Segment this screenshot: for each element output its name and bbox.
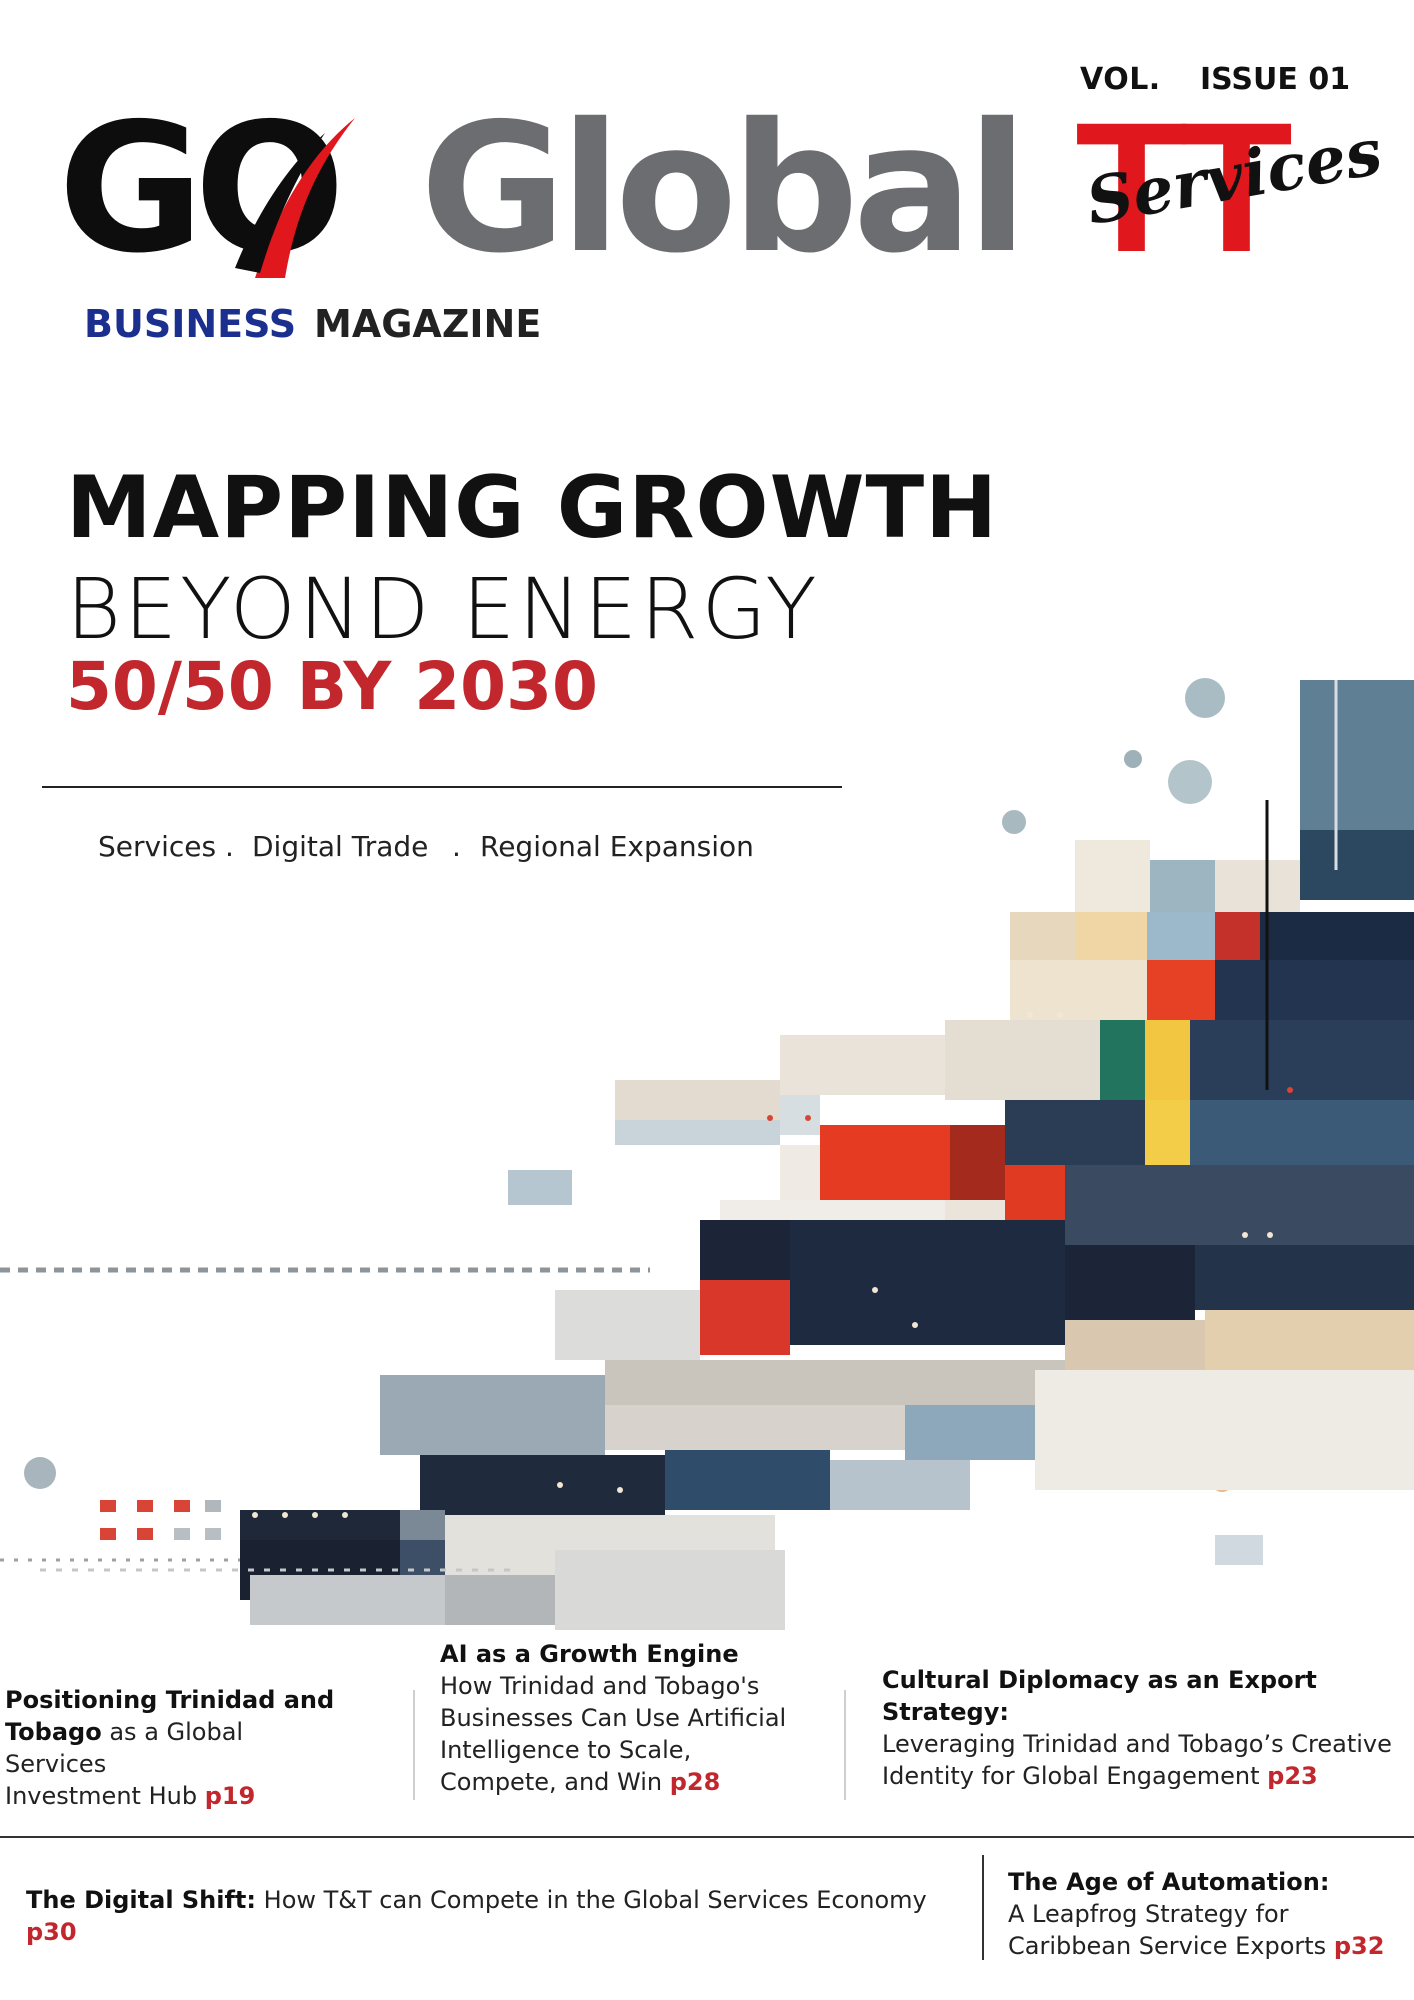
headline-sub: BEYOND ENERGY (66, 560, 820, 658)
story-ai-growth-title: AI as a Growth Engine (440, 1640, 739, 1668)
story-ai-growth[interactable]: AI as a Growth Engine How Trinidad and T… (440, 1638, 840, 1798)
story-investment-hub-text: as a Global Services (5, 1718, 244, 1778)
story-cultural-diplomacy-title-2: Strategy: (882, 1698, 1009, 1726)
tag-regional-expansion: Regional Expansion (480, 830, 754, 863)
story-digital-shift-title: The Digital Shift: (26, 1886, 257, 1914)
story-ai-growth-line: Compete, and Win (440, 1768, 670, 1796)
story-ai-growth-page: p28 (669, 1768, 721, 1796)
story-automation-line: A Leapfrog Strategy for (1008, 1900, 1289, 1928)
story-investment-hub-text-2: Investment Hub (5, 1782, 205, 1810)
story-digital-shift[interactable]: The Digital Shift: How T&T can Compete i… (26, 1884, 966, 1948)
tag-separator: . (452, 830, 461, 863)
volume-label: VOL. (1080, 62, 1161, 97)
story-divider (982, 1855, 984, 1960)
story-cultural-diplomacy-title: Cultural Diplomacy as an Export (882, 1666, 1317, 1694)
tag-digital-trade: Digital Trade (252, 830, 429, 863)
story-automation-page: p32 (1333, 1932, 1385, 1960)
story-ai-growth-line: Businesses Can Use Artificial (440, 1704, 787, 1732)
magazine-label: MAGAZINE (314, 302, 542, 346)
story-cultural-diplomacy-page: p23 (1267, 1762, 1318, 1790)
headline-main: MAPPING GROWTH (66, 458, 999, 558)
story-cultural-diplomacy[interactable]: Cultural Diplomacy as an Export Strategy… (882, 1664, 1412, 1792)
story-automation[interactable]: The Age of Automation: A Leapfrog Strate… (1008, 1866, 1408, 1962)
story-investment-hub-title: Positioning Trinidad and (5, 1686, 335, 1714)
tag-services: Services . (98, 830, 234, 863)
story-automation-title: The Age of Automation: (1008, 1868, 1330, 1896)
business-label: BUSINESS (84, 302, 297, 346)
story-investment-hub-page: p19 (204, 1782, 256, 1810)
divider (42, 786, 842, 788)
story-divider (413, 1690, 415, 1800)
story-digital-shift-page: p30 (26, 1918, 77, 1946)
story-digital-shift-text: How T&T can Compete in the Global Servic… (256, 1886, 927, 1914)
story-investment-hub[interactable]: Positioning Trinidad and Tobago as a Glo… (5, 1684, 335, 1812)
story-cultural-diplomacy-line: Identity for Global Engagement (882, 1762, 1268, 1790)
logo-global: Global (420, 85, 1028, 292)
swoosh-icon (235, 118, 355, 278)
bottom-rule (0, 1836, 1414, 1838)
story-divider (844, 1690, 846, 1800)
story-ai-growth-line: How Trinidad and Tobago's (440, 1672, 760, 1700)
cover-illustration (0, 678, 1414, 1630)
logo-tt: TT (1075, 85, 1293, 291)
story-ai-growth-line: Intelligence to Scale, (440, 1736, 692, 1764)
story-investment-hub-title-2: Tobago (5, 1718, 102, 1746)
story-automation-line: Caribbean Service Exports (1008, 1932, 1334, 1960)
story-cultural-diplomacy-line: Leveraging Trinidad and Tobago’s Creativ… (882, 1730, 1392, 1758)
headline-target: 50/50 BY 2030 (66, 648, 598, 725)
issue-label: ISSUE 01 (1200, 62, 1351, 97)
